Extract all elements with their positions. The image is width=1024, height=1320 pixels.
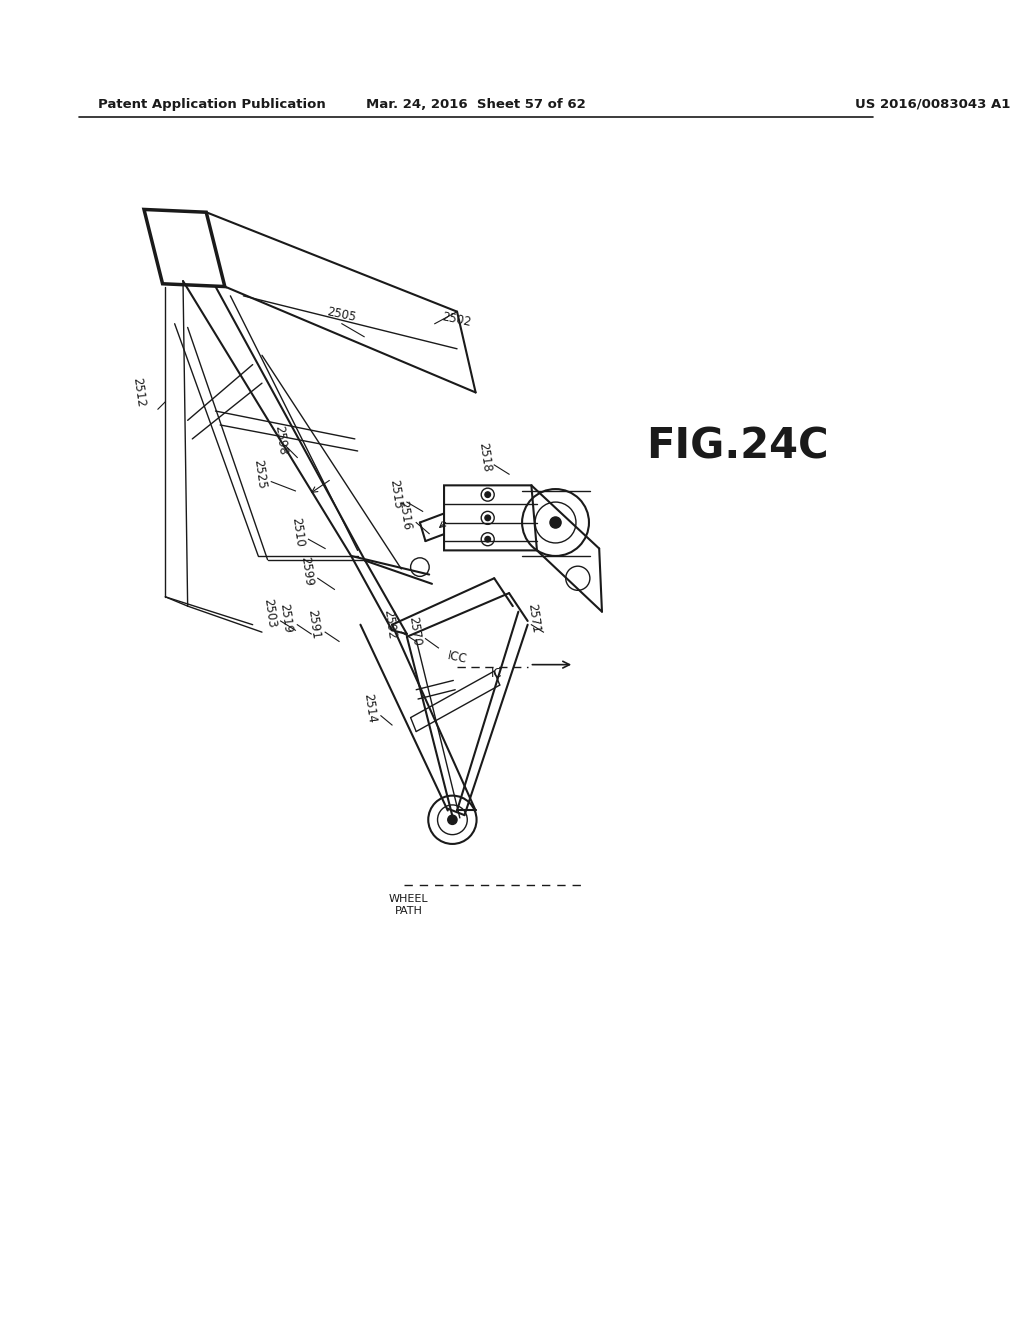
Text: FIG.24C: FIG.24C xyxy=(646,425,828,467)
Text: ICC: ICC xyxy=(446,649,468,667)
Text: 2525: 2525 xyxy=(252,458,268,490)
Text: WHEEL
PATH: WHEEL PATH xyxy=(389,894,429,916)
Text: 2516: 2516 xyxy=(396,499,414,531)
Text: 2598: 2598 xyxy=(272,424,289,455)
Text: 2515: 2515 xyxy=(387,479,404,511)
Text: 2591: 2591 xyxy=(305,609,323,640)
Polygon shape xyxy=(144,210,225,286)
Text: 2570: 2570 xyxy=(406,615,423,647)
Text: 2502: 2502 xyxy=(441,310,473,329)
Text: 2505: 2505 xyxy=(326,305,357,325)
Circle shape xyxy=(550,517,561,528)
Text: IC: IC xyxy=(490,668,502,680)
Text: 2518: 2518 xyxy=(476,442,494,473)
Polygon shape xyxy=(444,486,537,550)
Circle shape xyxy=(485,515,490,520)
Text: US 2016/0083043 A1: US 2016/0083043 A1 xyxy=(855,98,1010,111)
Text: Patent Application Publication: Patent Application Publication xyxy=(97,98,326,111)
Text: 2599: 2599 xyxy=(298,556,315,586)
Text: Mar. 24, 2016  Sheet 57 of 62: Mar. 24, 2016 Sheet 57 of 62 xyxy=(366,98,586,111)
Text: 2519: 2519 xyxy=(278,602,295,634)
Circle shape xyxy=(485,492,490,498)
Circle shape xyxy=(485,536,490,543)
Text: 2592: 2592 xyxy=(382,609,398,640)
Circle shape xyxy=(447,816,457,825)
Text: 2512: 2512 xyxy=(131,376,147,408)
Text: 2571: 2571 xyxy=(525,602,543,634)
Text: 2510: 2510 xyxy=(289,516,306,548)
Text: 2514: 2514 xyxy=(361,693,378,723)
Text: 2503: 2503 xyxy=(261,598,278,630)
